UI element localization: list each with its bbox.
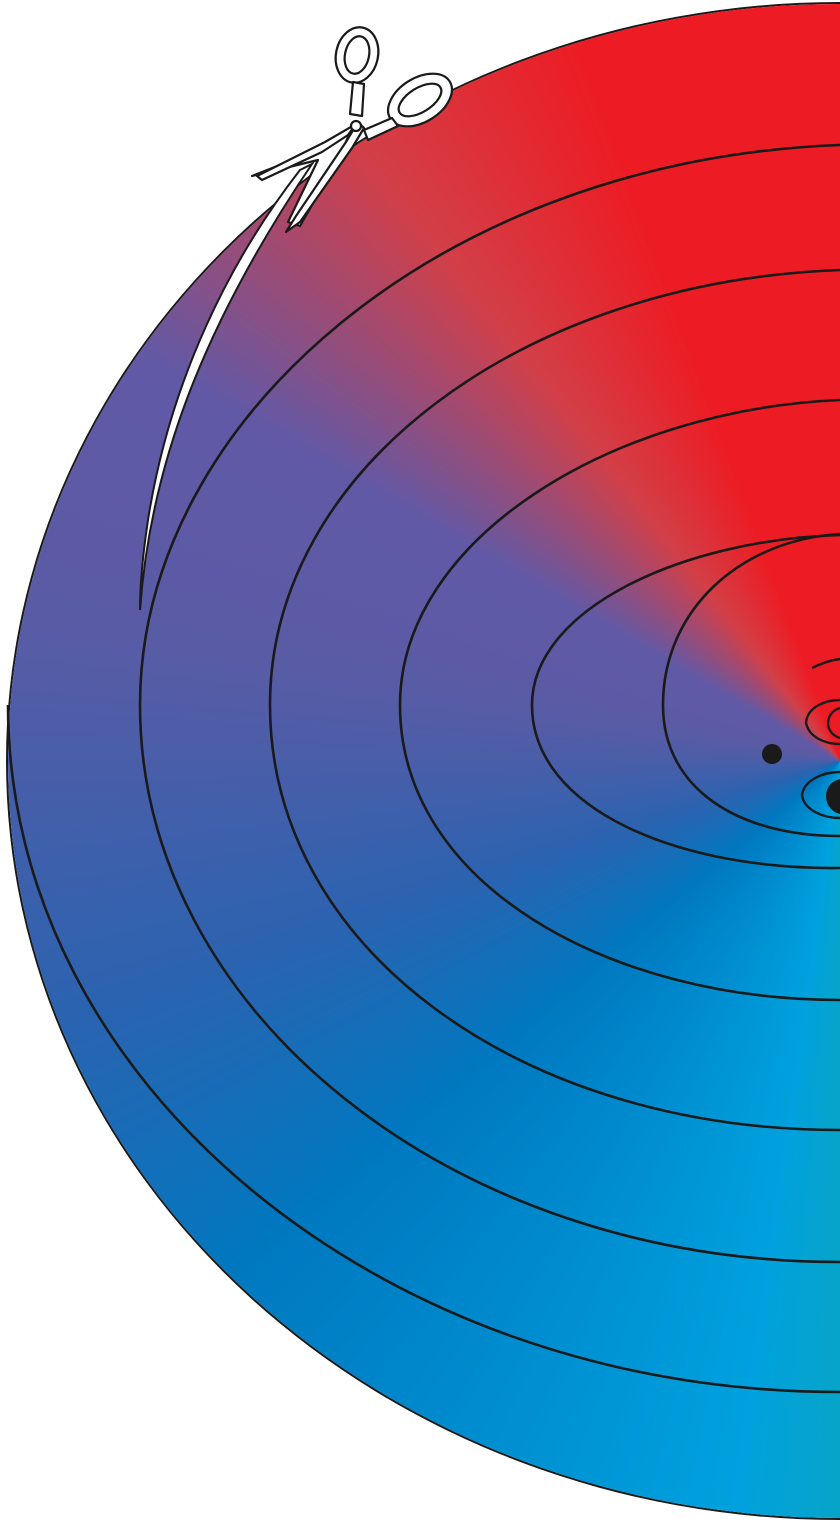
spiral-ring-2 [268, 268, 840, 1132]
eye-icon [800, 770, 840, 820]
center-dot [762, 744, 782, 764]
spiral-ring-4 [530, 533, 840, 870]
scissors-icon [250, 26, 453, 234]
spiral-lines [6, 143, 840, 1394]
eye-icon [804, 698, 840, 746]
spiral-ring-1 [138, 143, 840, 1264]
eyebrow [811, 657, 840, 670]
spiral-ring-outer-loop [6, 704, 840, 1394]
spiral-ring-3 [398, 398, 840, 1002]
spiral-ring-5 [661, 532, 840, 838]
cut-gap [139, 161, 315, 611]
center-face [762, 657, 840, 820]
